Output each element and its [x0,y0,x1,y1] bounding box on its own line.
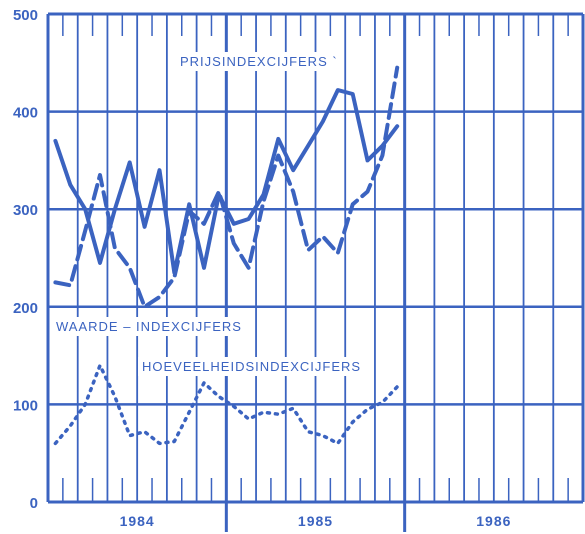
y-tick-label-200: 200 [13,300,38,317]
annotation-label-dotted: HOEVEELHEIDSINDEXCIJFERS [142,359,361,374]
annotation-background [52,317,246,336]
annotation-label-solid: WAARDE – INDEXCIJFERS [56,319,242,334]
series-annotations: PRIJSINDEXCIJFERS ` WAARDE – INDEXCIJFERS… [52,52,366,376]
y-tick-label-100: 100 [13,397,38,414]
series-line-solid [53,88,400,275]
annotation-background [176,52,342,71]
x-axis-year-labels: 1984 1985 1986 [120,502,511,532]
y-tick-label-400: 400 [13,105,38,122]
x-year-label-1985: 1985 [298,513,333,529]
chart-axes [46,12,583,504]
x-year-label-1986: 1986 [476,513,511,529]
series-line-dotted [53,363,399,446]
chart-series [53,65,400,446]
y-tick-label-500: 500 [13,7,38,24]
y-axis-tick-labels: 0 100 200 300 400 500 [13,7,38,512]
series-line-dashed [53,65,400,309]
y-tick-label-0: 0 [30,495,38,512]
y-tick-label-300: 300 [13,202,38,219]
annotation-background [138,357,366,376]
x-year-label-1984: 1984 [120,513,155,529]
annotation-label-dashed: PRIJSINDEXCIJFERS ` [180,54,338,69]
